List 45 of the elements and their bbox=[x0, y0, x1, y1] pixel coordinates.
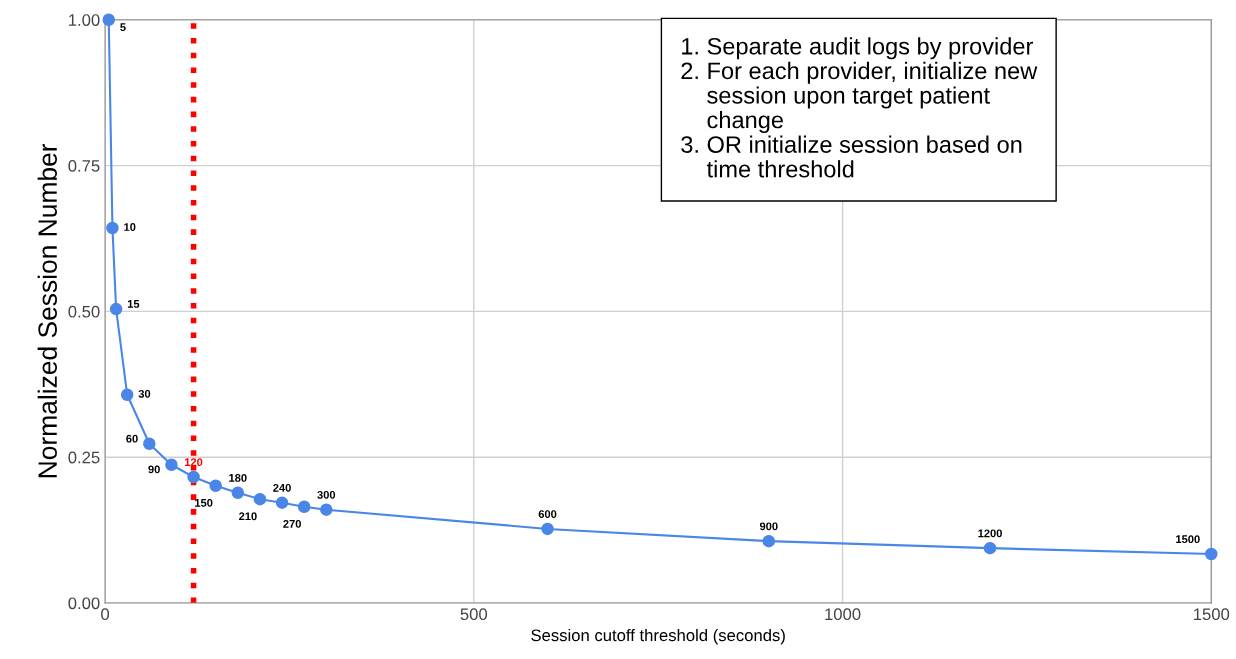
annotation: 1. Separate audit logs by provider 2. For each provider, initialize new session upon target patient change 3. OR initialize session based on time threshold bbox=[681, 37, 1038, 178]
annotation: 1200 bbox=[978, 529, 1002, 538]
annotation: 15 bbox=[127, 300, 140, 308]
x-tick-label: 1000 bbox=[825, 608, 861, 621]
point bbox=[1205, 547, 1218, 561]
y-tick-label: 0.50 bbox=[68, 305, 100, 318]
annotation: 90 bbox=[148, 465, 160, 474]
point bbox=[983, 541, 997, 555]
point bbox=[541, 522, 554, 536]
y-tick-label: 0.75 bbox=[68, 159, 100, 172]
x-axis-title: Session cutoff threshold (seconds) bbox=[531, 628, 785, 645]
annotation: 1500 bbox=[1176, 535, 1200, 544]
point bbox=[253, 492, 267, 506]
point bbox=[320, 503, 333, 516]
x-tick-label: 1500 bbox=[1194, 608, 1230, 621]
y-tick-label: 0.00 bbox=[68, 597, 100, 610]
point bbox=[120, 388, 134, 402]
point bbox=[297, 500, 311, 514]
point bbox=[143, 437, 156, 451]
annotation: 900 bbox=[759, 522, 778, 531]
point bbox=[209, 479, 222, 493]
point bbox=[275, 496, 289, 509]
point bbox=[762, 534, 776, 548]
annotation: 300 bbox=[317, 490, 336, 499]
point bbox=[165, 458, 178, 472]
point bbox=[106, 221, 119, 235]
annotation: 600 bbox=[538, 510, 557, 519]
point bbox=[102, 13, 115, 27]
annotation: 60 bbox=[126, 434, 138, 443]
y-tick-label: 0.25 bbox=[68, 451, 100, 464]
y-axis-title: Normalized Session Number bbox=[37, 143, 57, 478]
annotation: 5 bbox=[120, 23, 126, 32]
point bbox=[187, 470, 200, 484]
x-tick-label: 500 bbox=[460, 608, 488, 621]
x-tick-label: 0 bbox=[101, 608, 110, 621]
point bbox=[109, 302, 123, 316]
annotation: 10 bbox=[124, 223, 136, 231]
annotation: 30 bbox=[138, 389, 151, 398]
annotation: 270 bbox=[283, 519, 301, 528]
annotation: 180 bbox=[229, 473, 247, 482]
point bbox=[231, 486, 245, 500]
annotation: 240 bbox=[273, 483, 291, 492]
y-tick-label: 1.00 bbox=[69, 14, 100, 26]
annotation: 150 bbox=[195, 498, 213, 507]
annotation: 210 bbox=[239, 512, 257, 521]
